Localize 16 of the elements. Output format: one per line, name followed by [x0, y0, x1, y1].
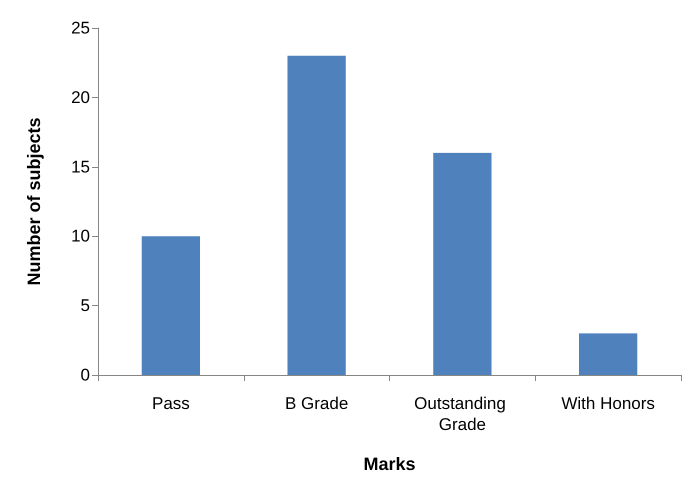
y-tick-label: 10: [71, 226, 90, 246]
y-tick-label: 0: [80, 366, 90, 384]
x-axis-title: Marks: [363, 454, 416, 474]
y-tick-label: 20: [71, 88, 90, 107]
x-tick-label: B Grade: [284, 394, 348, 413]
bar: [433, 152, 492, 375]
x-tick-label: With Honors: [561, 394, 655, 413]
bar: [142, 236, 200, 375]
y-tick-label: 25: [71, 18, 90, 38]
bar: [287, 56, 346, 375]
bar: [578, 333, 638, 375]
x-tick-label: Outstanding Grade: [414, 394, 511, 434]
y-tick-label: 5: [80, 296, 90, 316]
y-tick-label: 15: [71, 157, 90, 176]
y-axis-title: Number of subjects: [24, 117, 44, 286]
x-tick-label: Pass: [152, 394, 190, 413]
